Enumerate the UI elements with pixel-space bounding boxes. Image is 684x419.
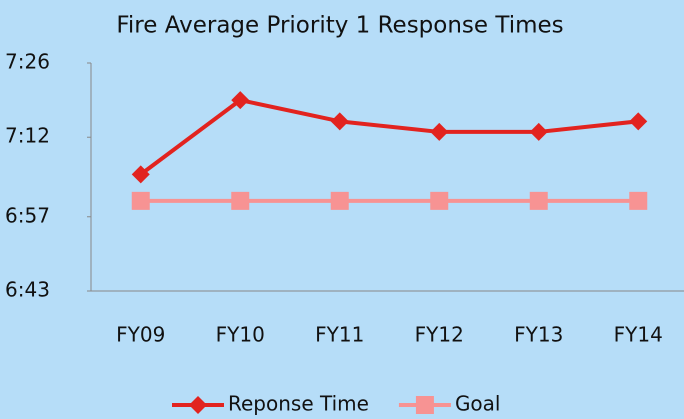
x-tick-label: FY12 [415, 323, 464, 347]
legend-marker [415, 396, 434, 414]
chart-title: Fire Average Priority 1 Response Times [116, 13, 563, 39]
point [231, 191, 250, 210]
x-tick-label: FY13 [514, 323, 563, 347]
point [330, 112, 349, 131]
point [430, 122, 449, 141]
point [131, 191, 150, 210]
legend-label: Goal [455, 392, 501, 416]
x-tick-label: FY14 [614, 323, 663, 347]
legend-marker [189, 396, 207, 414]
y-tick-label: 6:43 [5, 278, 50, 302]
point [131, 165, 150, 184]
point [629, 191, 648, 210]
x-tick-label: FY09 [116, 323, 165, 347]
point [529, 191, 548, 210]
y-tick-label: 7:26 [5, 50, 50, 74]
point [529, 122, 548, 141]
series-line [139, 98, 639, 176]
point [231, 91, 250, 110]
y-tick-label: 7:12 [5, 124, 50, 148]
point [430, 191, 449, 210]
x-tick-label: FY10 [216, 323, 265, 347]
point [629, 112, 648, 131]
point [330, 191, 349, 210]
legend-label: Reponse Time [228, 392, 369, 416]
x-tick-label: FY11 [315, 323, 364, 347]
y-tick-label: 6:57 [5, 203, 50, 227]
